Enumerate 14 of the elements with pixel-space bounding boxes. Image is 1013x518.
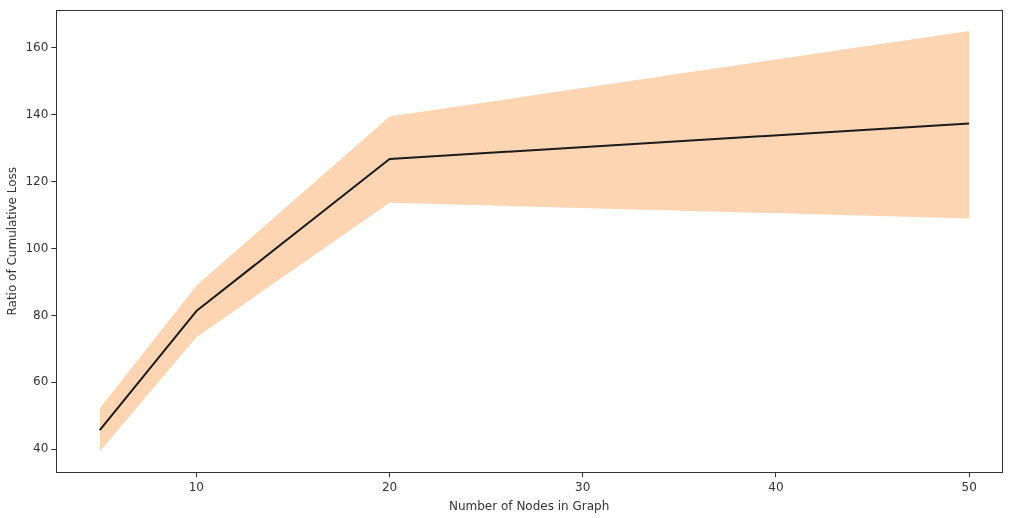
x-tick-label: 50 [961,479,977,494]
x-tick-label: 40 [768,479,784,494]
y-axis-title: Ratio of Cumulative Loss [5,166,20,316]
y-tick-label: 160 [25,40,49,55]
y-tick-label: 60 [33,374,49,389]
x-axis-title: Number of Nodes in Graph [448,498,610,513]
y-tick-label: 40 [33,441,49,456]
y-tick-label: 140 [25,106,49,121]
y-tick-label: 80 [33,307,49,322]
x-tick-label: 30 [575,479,591,494]
x-tick-label: 10 [188,479,205,494]
y-tick-label: 100 [25,240,49,255]
x-tick-label: 20 [381,479,398,494]
y-tick-label: 120 [25,173,49,188]
